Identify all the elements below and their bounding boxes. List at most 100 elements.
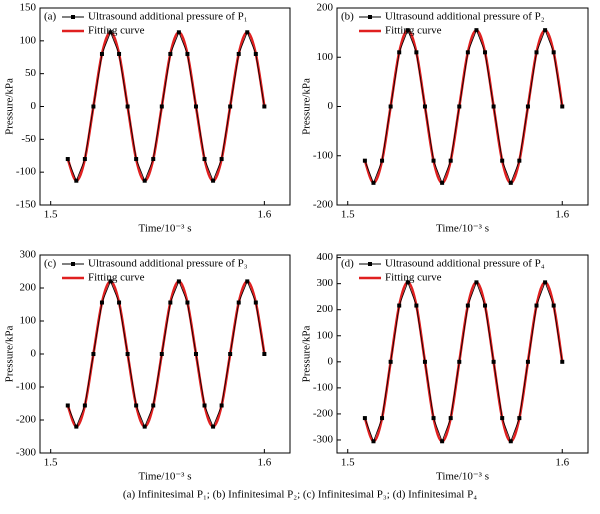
y-tick-label: 100 xyxy=(20,315,37,327)
legend-label: Fitting curve xyxy=(385,272,442,284)
data-point xyxy=(371,439,376,444)
data-point xyxy=(491,359,496,364)
x-tick-label: 1.6 xyxy=(257,457,271,469)
y-tick-label: -100 xyxy=(16,381,37,393)
data-point xyxy=(448,416,453,421)
y-tick-label: 100 xyxy=(317,51,334,63)
panel-label: (a) xyxy=(44,11,57,23)
y-axis-label: Pressure/kPa xyxy=(301,325,313,382)
data-point xyxy=(193,352,198,356)
data-point xyxy=(440,439,445,444)
data-point xyxy=(202,403,207,408)
data-point xyxy=(440,180,445,185)
data-point xyxy=(99,300,104,305)
data-point xyxy=(414,50,419,55)
data-point xyxy=(551,50,556,55)
y-tick-label: 300 xyxy=(20,249,37,261)
data-point xyxy=(362,158,367,163)
data-point xyxy=(457,104,462,109)
data-point xyxy=(142,178,147,183)
data-point xyxy=(525,104,530,109)
data-point xyxy=(500,158,505,163)
legend-label: Ultrasound additional pressure of P₄ xyxy=(385,258,545,270)
x-tick-label: 1.5 xyxy=(44,457,58,469)
y-tick-label: -300 xyxy=(16,447,37,459)
data-point xyxy=(483,50,488,55)
data-point xyxy=(262,352,267,356)
data-point xyxy=(159,352,164,356)
data-point xyxy=(457,359,462,364)
data-point xyxy=(176,30,181,35)
panel-label: (d) xyxy=(341,258,354,270)
data-point xyxy=(193,104,198,109)
data-point xyxy=(202,157,207,162)
data-point xyxy=(91,352,96,356)
data-point xyxy=(371,180,376,185)
y-axis-label: Pressure/kPa xyxy=(4,325,16,382)
data-point xyxy=(228,352,233,356)
data-point xyxy=(253,51,258,56)
x-axis-label: Time/10⁻³ s xyxy=(138,223,191,235)
data-point xyxy=(474,28,479,33)
data-point xyxy=(422,104,427,109)
y-tick-label: -200 xyxy=(313,407,334,419)
data-point xyxy=(245,279,250,284)
data-point xyxy=(176,279,181,284)
data-point xyxy=(228,104,233,109)
panel-label: (b) xyxy=(341,11,354,23)
y-tick-label: -300 xyxy=(313,434,334,446)
data-point xyxy=(448,158,453,163)
legend-label: Fitting curve xyxy=(88,272,145,284)
fitting-curve xyxy=(66,30,266,183)
data-point xyxy=(397,50,402,55)
y-tick-label: 400 xyxy=(317,251,334,263)
data-point xyxy=(211,424,216,429)
data-point xyxy=(362,416,367,421)
data-point xyxy=(388,104,393,109)
data-point xyxy=(380,416,385,421)
legend-marker xyxy=(368,262,372,266)
data-point xyxy=(508,439,513,444)
x-tick-label: 1.5 xyxy=(44,209,58,221)
data-point xyxy=(125,104,130,109)
data-point xyxy=(431,158,436,163)
data-point xyxy=(245,30,250,35)
data-point xyxy=(185,51,190,56)
data-line xyxy=(67,31,265,182)
data-point xyxy=(236,300,241,305)
data-point xyxy=(534,50,539,55)
data-point xyxy=(551,303,556,308)
data-point xyxy=(465,303,470,308)
data-point xyxy=(117,51,122,56)
data-point xyxy=(508,180,513,185)
x-axis-label: Time/10⁻³ s xyxy=(138,471,191,483)
x-tick-label: 1.5 xyxy=(341,209,355,221)
data-point xyxy=(117,300,122,305)
y-tick-label: -150 xyxy=(16,199,37,211)
data-point xyxy=(560,104,565,109)
legend-label: Fitting curve xyxy=(88,25,145,37)
data-point xyxy=(159,104,164,109)
data-point xyxy=(65,157,70,162)
plot-frame xyxy=(39,7,291,206)
data-point xyxy=(483,303,488,308)
data-point xyxy=(397,303,402,308)
data-point xyxy=(517,416,522,421)
data-point xyxy=(262,104,267,109)
y-axis-label: Pressure/kPa xyxy=(4,78,16,135)
legend-marker xyxy=(71,262,75,266)
data-point xyxy=(134,157,139,162)
fitting-curve xyxy=(66,280,266,428)
y-tick-label: -100 xyxy=(313,149,334,161)
x-axis-label: Time/10⁻³ s xyxy=(436,471,489,483)
fitting-curve xyxy=(363,281,564,443)
data-point xyxy=(108,30,113,35)
data-point xyxy=(534,303,539,308)
y-tick-label: 100 xyxy=(317,329,334,341)
data-point xyxy=(543,280,548,285)
data-point xyxy=(543,28,548,33)
data-point xyxy=(74,424,79,429)
data-point xyxy=(185,300,190,305)
data-point xyxy=(151,157,156,162)
data-point xyxy=(380,158,385,163)
